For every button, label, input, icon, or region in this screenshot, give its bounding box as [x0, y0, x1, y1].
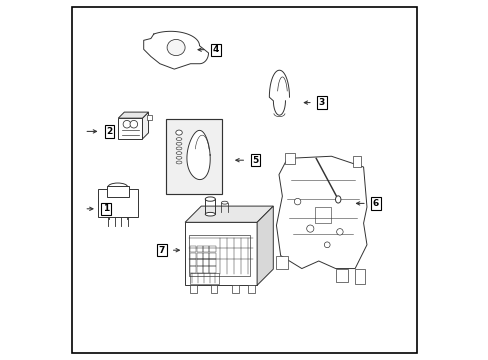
Polygon shape — [118, 112, 148, 118]
Text: 6: 6 — [372, 199, 378, 208]
Bar — [196, 260, 202, 266]
Bar — [196, 246, 202, 252]
Bar — [147, 115, 151, 120]
Circle shape — [294, 198, 300, 205]
Polygon shape — [269, 70, 289, 115]
Text: 1: 1 — [102, 204, 109, 213]
Circle shape — [130, 120, 137, 128]
Bar — [190, 246, 196, 252]
Ellipse shape — [175, 130, 182, 135]
Text: 2: 2 — [106, 127, 112, 136]
Bar — [98, 189, 137, 217]
Ellipse shape — [335, 196, 340, 203]
Bar — [285, 153, 294, 164]
Bar — [203, 266, 209, 273]
Text: 5: 5 — [252, 156, 258, 165]
Circle shape — [336, 229, 343, 235]
Circle shape — [123, 120, 130, 128]
Circle shape — [324, 242, 329, 248]
Bar — [209, 246, 215, 252]
Bar — [107, 186, 128, 197]
Bar — [190, 273, 219, 284]
Bar — [118, 118, 142, 139]
Polygon shape — [142, 112, 148, 139]
Polygon shape — [276, 156, 366, 269]
Polygon shape — [143, 31, 208, 69]
Bar — [188, 235, 249, 276]
Text: 4: 4 — [212, 45, 219, 54]
Bar — [335, 269, 347, 282]
Bar — [209, 253, 215, 259]
Bar — [203, 260, 209, 266]
Ellipse shape — [205, 197, 215, 201]
Ellipse shape — [205, 212, 215, 216]
Bar — [166, 119, 222, 194]
Bar — [190, 266, 196, 273]
Bar — [190, 260, 196, 266]
Bar — [247, 285, 254, 292]
Bar — [190, 285, 197, 292]
Polygon shape — [186, 130, 210, 180]
Polygon shape — [257, 206, 273, 285]
Bar — [190, 253, 196, 259]
Text: 7: 7 — [158, 246, 164, 255]
Bar — [209, 266, 215, 273]
Bar — [314, 207, 331, 223]
Bar — [196, 266, 202, 273]
Bar — [185, 222, 257, 285]
Bar — [354, 269, 365, 284]
Polygon shape — [185, 206, 273, 222]
Bar — [196, 253, 202, 259]
Bar — [209, 260, 215, 266]
Ellipse shape — [167, 39, 185, 55]
Bar — [203, 253, 209, 259]
Bar — [232, 285, 238, 292]
Bar — [276, 256, 288, 269]
Bar — [203, 246, 209, 252]
Bar — [352, 156, 360, 167]
Ellipse shape — [221, 201, 227, 204]
Bar — [210, 285, 217, 292]
Text: 3: 3 — [318, 98, 325, 107]
Circle shape — [306, 225, 313, 232]
